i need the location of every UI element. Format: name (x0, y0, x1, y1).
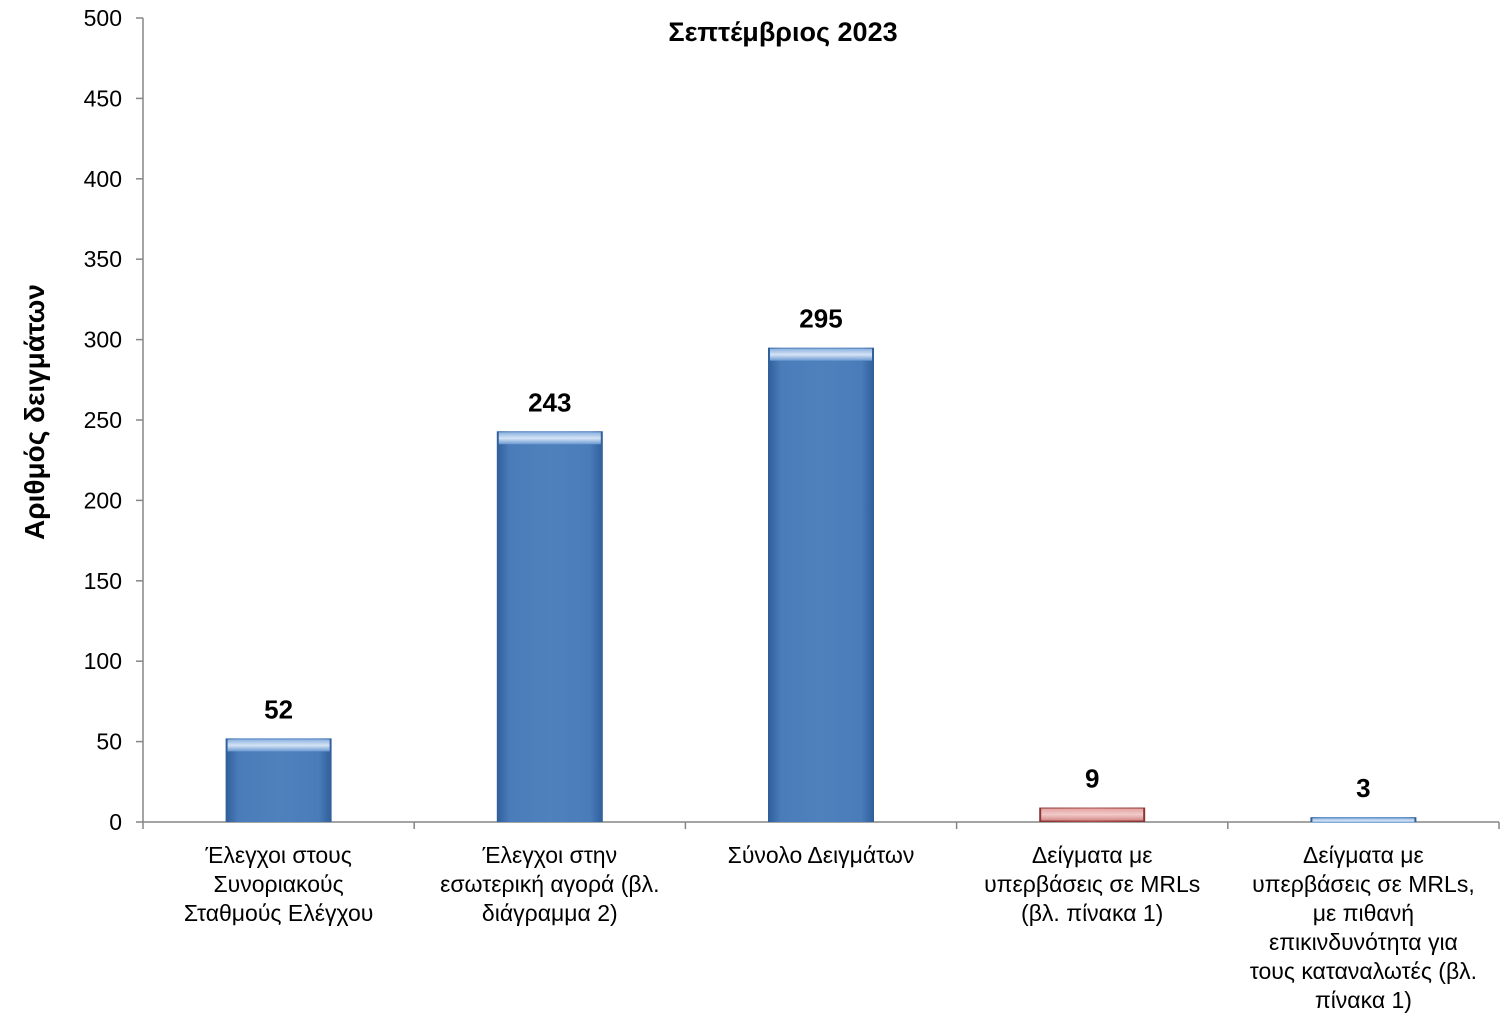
category-label-line: Δείγματα με (1032, 842, 1153, 868)
category-label: Δείγματα με υπερβάσεις σε MRLs (βλ. πίνακα… (984, 842, 1200, 926)
bar-body (768, 347, 874, 822)
bar-bevel (1312, 818, 1415, 823)
category-label-line: (βλ. πίνακα 1) (1021, 900, 1163, 926)
category-label-line: υπερβάσεις σε MRLs (984, 871, 1200, 897)
y-tick-label: 0 (109, 809, 122, 835)
bars (225, 347, 1417, 823)
bar (768, 347, 874, 822)
category-label-line: πίνακα 1) (1315, 987, 1412, 1013)
category-label-line: Σύνολο Δειγμάτων (728, 842, 915, 868)
data-label: 52 (264, 694, 293, 724)
y-tick-label: 300 (84, 327, 122, 353)
bar-bevel (498, 432, 601, 445)
bar-body (225, 738, 332, 822)
bar (1039, 807, 1146, 822)
bar (496, 431, 603, 822)
bar-bevel (1041, 808, 1144, 821)
data-label: 295 (799, 304, 842, 334)
category-label-line: εσωτερική αγορά (βλ. (440, 871, 659, 897)
y-tick-label: 150 (84, 568, 122, 594)
y-tick-label: 350 (84, 246, 122, 272)
bar (1310, 817, 1417, 823)
category-label-line: Σταθμούς Ελέγχου (184, 900, 373, 926)
y-tick-label: 200 (84, 487, 122, 513)
category-label-line: τους καταναλωτές (βλ. (1250, 958, 1477, 984)
bar (225, 738, 332, 822)
y-tick-label: 250 (84, 407, 122, 433)
data-label: 9 (1085, 764, 1099, 794)
y-tick-label: 450 (84, 85, 122, 111)
bar-bevel (770, 348, 872, 361)
axes: 0 50 100 150 200 250 300 350 400 450 500 (84, 5, 1500, 835)
category-label-line: Δείγματα με (1303, 842, 1424, 868)
category-label: Δείγματα με υπερβάσεις σε MRLs, με πιθανή ε… (1250, 842, 1477, 1013)
bar-bevel (227, 739, 330, 752)
chart-title: Σεπτέμβριος 2023 (668, 17, 897, 47)
y-tick-label: 400 (84, 166, 122, 192)
category-label-line: υπερβάσεις σε MRLs, (1252, 871, 1475, 897)
category-label-line: με πιθανή (1313, 900, 1414, 926)
category-label-line: διάγραμμα 2) (482, 900, 618, 926)
category-label-line: Έλεγχοι στους (204, 842, 351, 868)
category-label: Έλεγχοι στην εσωτερική αγορά (βλ. διάγραμμ… (440, 842, 659, 926)
y-tick-label: 50 (96, 729, 122, 755)
category-label-line: επικινδυνότητα για (1269, 929, 1458, 955)
y-axis-label: Αριθμός δειγμάτων (19, 284, 50, 540)
data-label: 243 (528, 387, 571, 417)
bar-body (496, 431, 603, 822)
category-label: Σύνολο Δειγμάτων (728, 842, 915, 868)
category-label-line: Έλεγχοι στην (481, 842, 617, 868)
data-label: 3 (1356, 773, 1370, 803)
labels: 52 Έλεγχοι στους Συνοριακούς Σταθμούς Ελέγχ… (184, 304, 1477, 1013)
y-tick-label: 500 (84, 5, 122, 31)
y-tick-label: 100 (84, 648, 122, 674)
category-label-line: Συνοριακούς (213, 871, 343, 897)
category-label: Έλεγχοι στους Συνοριακούς Σταθμούς Ελέγχου (184, 842, 373, 926)
